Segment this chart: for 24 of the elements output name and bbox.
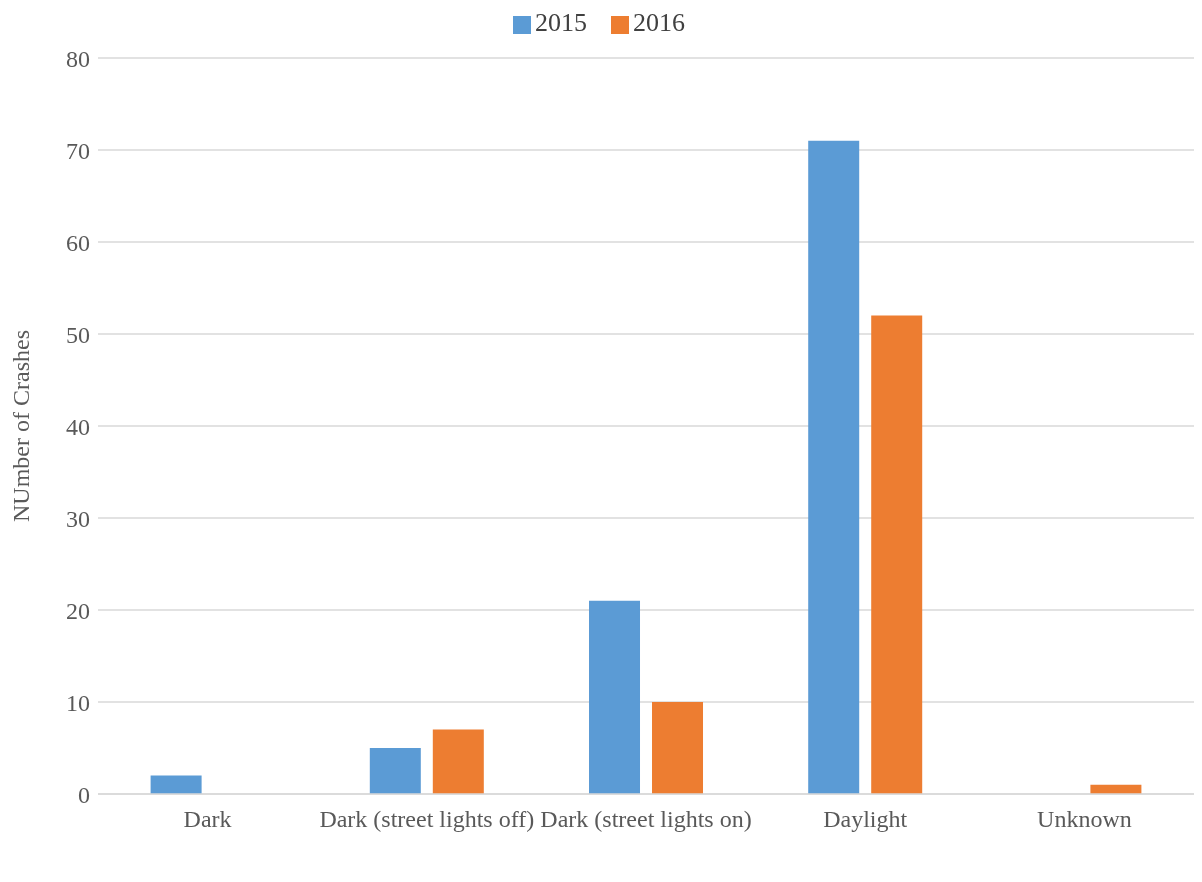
bar	[150, 775, 202, 794]
x-tick-label: Dark (street lights on)	[540, 806, 752, 833]
y-tick-label: 20	[66, 597, 90, 624]
y-axis-title: NUmber of Crashes	[7, 330, 34, 522]
y-tick-label: 60	[66, 229, 90, 256]
legend-label: 2015	[535, 8, 587, 37]
bar	[369, 748, 421, 794]
bar	[652, 702, 704, 794]
y-tick-label: 70	[66, 137, 90, 164]
x-tick-label: Daylight	[823, 806, 908, 833]
x-tick-label: Dark	[183, 806, 232, 833]
y-tick-label: 50	[66, 321, 90, 348]
x-tick-label: Unknown	[1037, 806, 1132, 833]
x-tick-label: Dark (street lights off)	[319, 806, 535, 833]
bar	[432, 729, 484, 794]
y-tick-label: 80	[66, 45, 90, 72]
y-tick-label: 30	[66, 505, 90, 532]
legend-label: 2016	[633, 8, 685, 37]
bar	[589, 600, 641, 794]
bar	[871, 315, 923, 794]
y-tick-label: 0	[78, 781, 90, 808]
y-tick-label: 40	[66, 413, 90, 440]
y-tick-label: 10	[66, 689, 90, 716]
bar	[808, 140, 860, 794]
